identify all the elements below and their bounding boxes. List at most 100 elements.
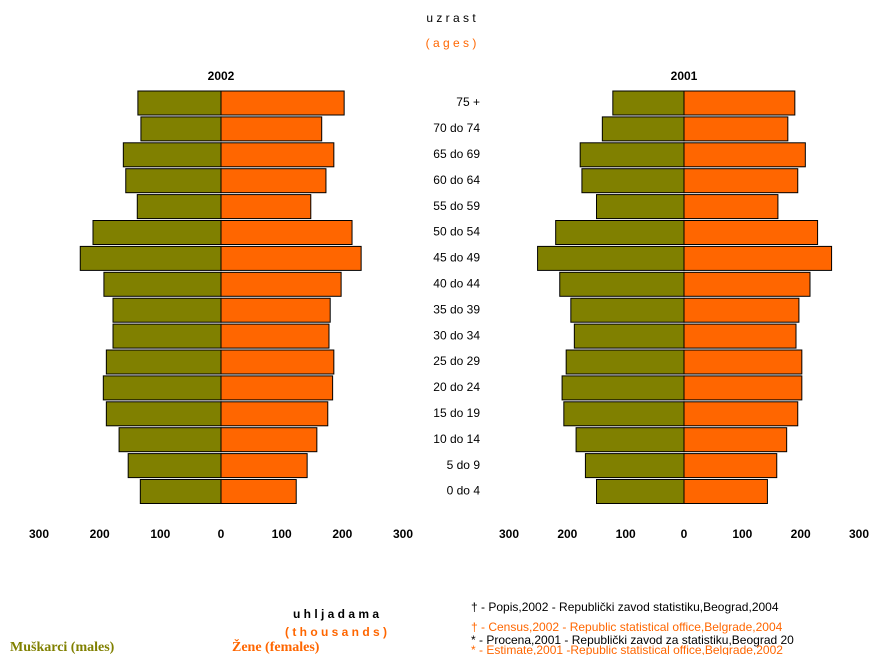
axis-subtitle: ( t h o u s a n d s ): [285, 625, 387, 639]
category-label: 50 do 54: [433, 225, 480, 239]
x-tick-label: 100: [732, 527, 752, 541]
bar: [220, 116, 323, 142]
bar: [220, 168, 327, 194]
bar: [683, 427, 788, 453]
note: † - Census,2002 - Republic statistical o…: [471, 620, 783, 634]
bar: [220, 194, 312, 220]
category-label: 70 do 74: [433, 121, 480, 135]
category-label: 5 do 9: [447, 458, 481, 472]
bar: [563, 401, 685, 427]
x-tick-label: 100: [150, 527, 170, 541]
bar: [103, 271, 222, 297]
bar: [683, 168, 799, 194]
bar: [683, 401, 799, 427]
x-tick-label: 100: [272, 527, 292, 541]
bar: [220, 142, 335, 168]
bar: [220, 479, 297, 504]
category-label: 15 do 19: [433, 406, 480, 420]
bar: [105, 401, 222, 427]
bar: [683, 479, 768, 504]
bar: [122, 142, 222, 168]
x-tick-label: 200: [332, 527, 352, 541]
bar: [683, 323, 797, 349]
bar: [579, 142, 685, 168]
bar: [112, 323, 222, 349]
bar: [601, 116, 685, 142]
x-tick-label: 300: [29, 527, 49, 541]
category-label: 65 do 69: [433, 147, 480, 161]
bar: [92, 220, 222, 245]
bar: [220, 453, 308, 479]
chart-title: 2002: [208, 69, 235, 83]
bar: [570, 297, 685, 323]
bar: [220, 297, 331, 323]
bar: [596, 479, 685, 504]
bar: [596, 194, 685, 220]
bar: [105, 349, 222, 375]
bar: [683, 297, 800, 323]
bar: [220, 245, 362, 271]
bar: [125, 168, 222, 194]
legend-entry: Žene (females): [232, 638, 320, 655]
category-label: 60 do 64: [433, 173, 480, 187]
bar: [683, 349, 803, 375]
bar: [584, 453, 685, 479]
x-tick-label: 200: [557, 527, 577, 541]
axis-title: u h l j a d a m a: [293, 607, 379, 621]
bar: [537, 245, 685, 271]
chart-title: 2001: [671, 69, 698, 83]
bar: [102, 375, 222, 401]
category-label: 20 do 24: [433, 380, 480, 394]
bar: [137, 90, 222, 116]
bar: [683, 245, 833, 271]
x-tick-label: 100: [616, 527, 636, 541]
bar: [127, 453, 222, 479]
category-label: 45 do 49: [433, 251, 480, 265]
bar: [79, 245, 222, 271]
note: * - Procena,2001 - Republički zavod za s…: [471, 633, 794, 647]
category-label: 25 do 29: [433, 354, 480, 368]
x-tick-label: 200: [90, 527, 110, 541]
note: † - Popis,2002 - Republički zavod statis…: [471, 600, 779, 614]
note: * - Estimate,2001 -Republic statistical …: [471, 643, 783, 655]
bar: [683, 194, 779, 220]
category-label: 55 do 59: [433, 199, 480, 213]
x-tick-label: 0: [681, 527, 688, 541]
bar: [140, 116, 222, 142]
bar: [559, 271, 685, 297]
category-label: 40 do 44: [433, 276, 480, 290]
category-label: 30 do 34: [433, 328, 480, 342]
x-tick-label: 300: [499, 527, 519, 541]
bar: [220, 220, 353, 245]
bar: [683, 375, 803, 401]
x-tick-label: 300: [393, 527, 413, 541]
bar: [581, 168, 685, 194]
title: u z r a s t: [426, 11, 476, 25]
category-label: 10 do 14: [433, 432, 480, 446]
bar: [220, 271, 342, 297]
bar: [565, 349, 685, 375]
bar: [683, 90, 796, 116]
bar: [220, 401, 329, 427]
bar: [220, 349, 335, 375]
bar: [118, 427, 222, 453]
bar: [683, 453, 778, 479]
bar: [683, 142, 806, 168]
subtitle: ( a g e s ): [426, 36, 477, 50]
bar: [220, 90, 345, 116]
bar: [573, 323, 685, 349]
category-label: 35 do 39: [433, 302, 480, 316]
bar: [112, 297, 222, 323]
category-label: 75 +: [456, 95, 480, 109]
bar: [220, 375, 334, 401]
bar: [561, 375, 685, 401]
x-tick-label: 200: [791, 527, 811, 541]
x-tick-label: 0: [218, 527, 225, 541]
bar: [683, 220, 819, 245]
x-tick-label: 300: [849, 527, 869, 541]
bar: [575, 427, 685, 453]
bar: [136, 194, 222, 220]
bar: [612, 90, 685, 116]
category-label: 0 do 4: [447, 484, 481, 498]
